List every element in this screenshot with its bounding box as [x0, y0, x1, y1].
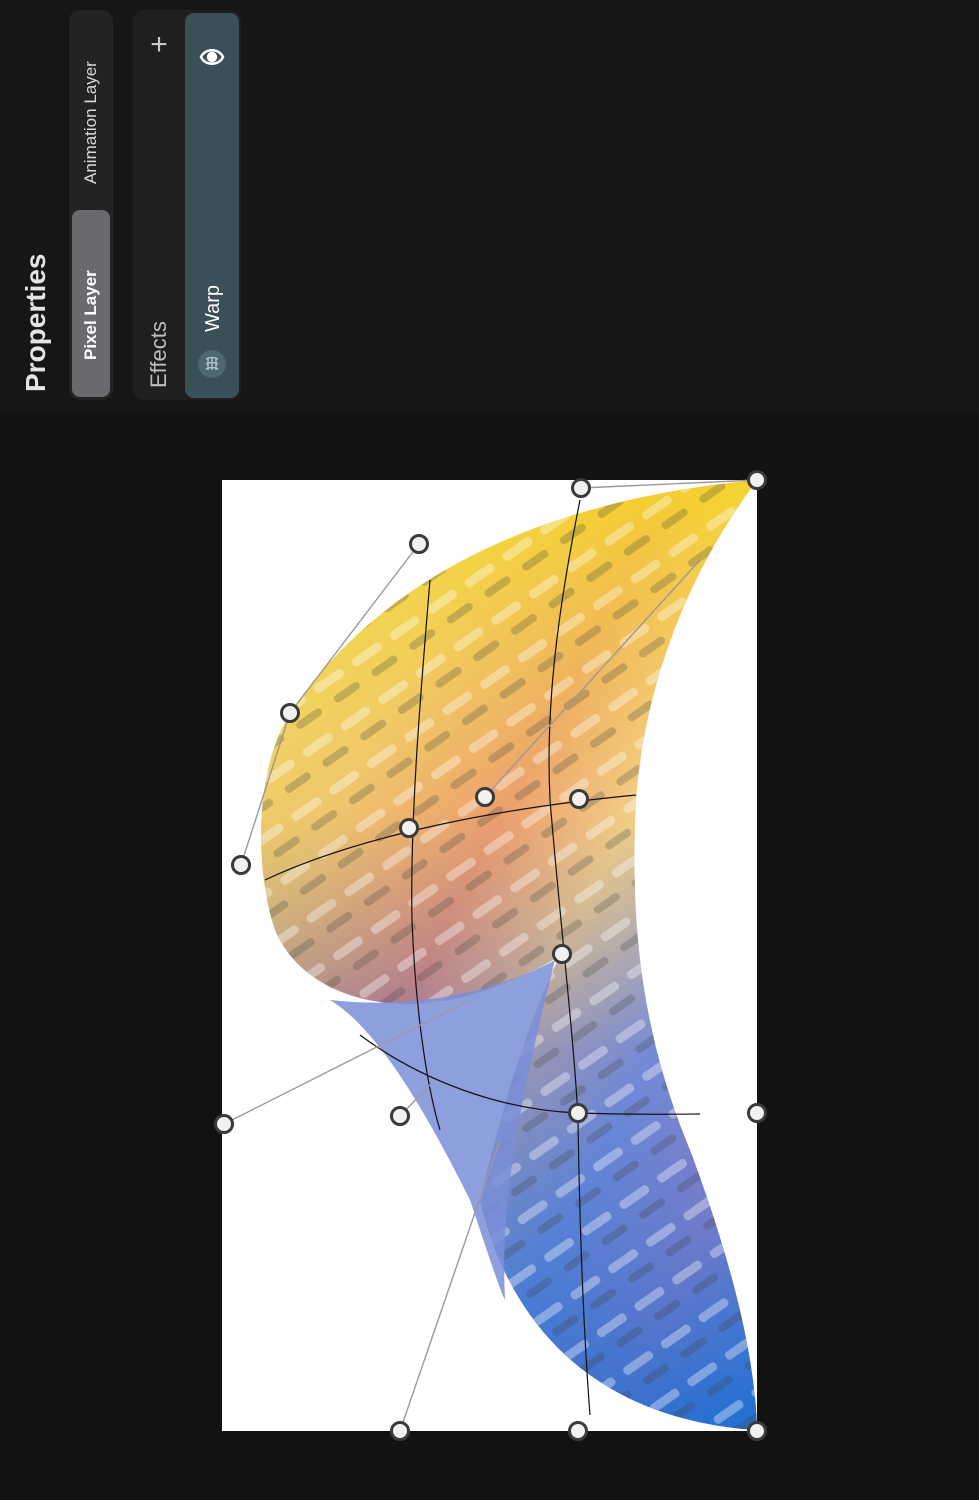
control-lines	[223, 479, 758, 1432]
handle	[747, 1421, 767, 1441]
effect-item-warp[interactable]	[185, 13, 239, 398]
handle	[231, 855, 251, 875]
warp-icon	[198, 350, 226, 378]
handle	[569, 789, 589, 809]
handle	[409, 534, 429, 554]
pixel-layer-segment[interactable]: Pixel Layer	[72, 210, 110, 397]
handle	[568, 1421, 588, 1441]
handle	[747, 1103, 767, 1123]
handle	[747, 470, 767, 490]
eye-icon[interactable]	[196, 41, 228, 73]
handle	[571, 478, 591, 498]
handle	[399, 818, 419, 838]
plus-icon[interactable]: +	[150, 28, 168, 61]
handle	[475, 787, 495, 807]
handle	[552, 944, 572, 964]
folded-flap	[330, 960, 555, 1300]
brush-texture	[261, 480, 757, 1430]
handle	[568, 1103, 588, 1123]
handle	[214, 1114, 234, 1134]
properties-panel: Properties Animation Layer Pixel Layer E…	[0, 0, 979, 412]
layer-type-segmented-control: Animation Layer Pixel Layer	[69, 10, 113, 400]
handle	[280, 703, 300, 723]
handle	[390, 1421, 410, 1441]
control-point-handles[interactable]	[214, 470, 767, 1441]
handle	[390, 1106, 410, 1126]
